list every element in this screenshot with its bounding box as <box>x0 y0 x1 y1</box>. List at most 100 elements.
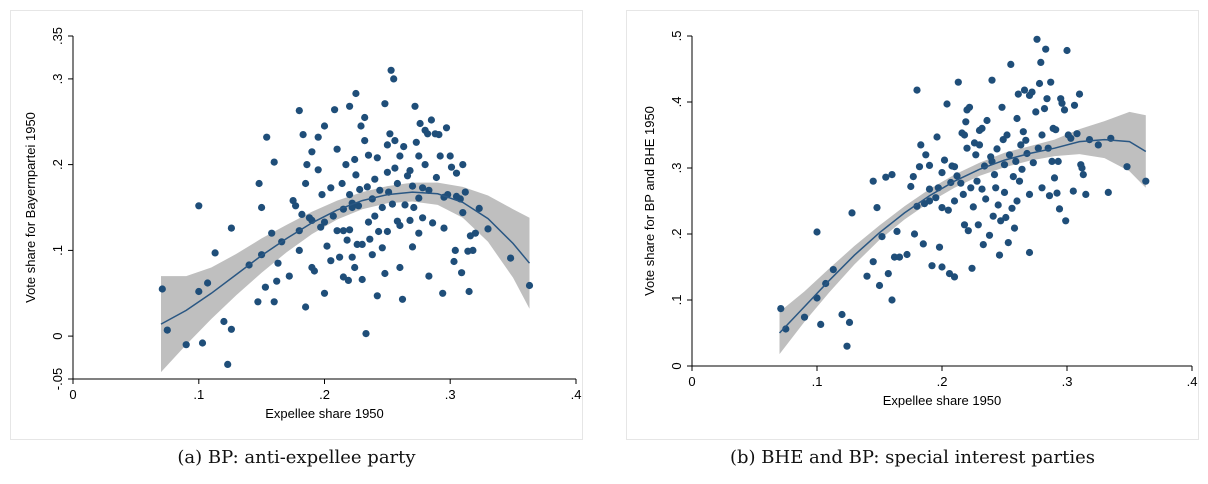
bp-data-point <box>270 158 278 166</box>
bhe-bp-data-point <box>944 206 952 214</box>
bp-data-point <box>442 124 451 132</box>
bp-data-point <box>352 171 360 179</box>
bp-data-point <box>435 131 443 139</box>
bhe-bp-data-point <box>1018 165 1026 173</box>
bhe-bp-data-point <box>1050 174 1059 182</box>
bp-data-point <box>471 229 479 237</box>
bp-data-point <box>425 272 433 280</box>
bhe-bp-data-point <box>907 182 915 191</box>
bhe-bp-data-point <box>975 141 984 149</box>
bhe-bp-confidence-band <box>779 111 1146 355</box>
bp-data-point <box>408 243 417 251</box>
bp-data-point <box>346 102 354 110</box>
bp-data-point <box>303 161 311 169</box>
bp-x-tick-label: 0 <box>69 387 76 402</box>
bp-data-point <box>254 298 262 306</box>
bp-data-point <box>373 154 381 162</box>
bhe-bp-data-point <box>932 194 940 202</box>
bhe-bp-x-axis-label: Expellee share 1950 <box>883 393 1002 408</box>
bp-data-point <box>436 152 444 160</box>
bp-data-point <box>323 242 331 250</box>
bhe-bp-data-point <box>1142 177 1150 185</box>
bhe-bp-data-point <box>995 251 1004 259</box>
bhe-bp-data-point <box>1079 171 1087 179</box>
bhe-bp-data-point <box>813 228 821 236</box>
bhe-bp-data-point <box>1085 136 1094 144</box>
bp-data-point <box>220 317 228 326</box>
bp-data-point <box>270 298 278 306</box>
bp-data-point <box>227 224 235 232</box>
bp-data-point <box>406 167 414 175</box>
bp-data-point <box>285 272 293 280</box>
bhe-bp-data-point <box>1029 159 1037 167</box>
bhe-bp-data-point <box>989 212 997 220</box>
bp-data-point <box>416 119 424 128</box>
bp-data-point <box>452 169 461 177</box>
bp-data-point <box>484 225 492 233</box>
bp-data-point <box>314 133 322 141</box>
bp-data-point <box>255 179 263 188</box>
bhe-bp-data-point <box>925 197 934 205</box>
bp-data-point <box>421 161 429 169</box>
bp-data-point <box>336 253 344 261</box>
bp-data-point <box>327 184 335 192</box>
bp-data-point <box>351 155 359 164</box>
bp-data-point <box>427 116 435 124</box>
bhe-bp-data-point <box>990 171 999 179</box>
bp-data-point <box>268 229 276 237</box>
bhe-bp-y-axis-label: Vote share for BP and BHE 1950 <box>642 106 657 296</box>
bp-data-point <box>378 203 386 212</box>
bp-data-point <box>344 276 352 284</box>
bhe-bp-data-point <box>1047 78 1055 86</box>
bp-data-point <box>439 289 447 297</box>
bp-data-point <box>383 227 391 236</box>
bhe-bp-data-point <box>913 86 921 94</box>
bhe-bp-data-point <box>890 253 899 261</box>
bhe-bp-data-point <box>972 151 980 159</box>
bp-data-point <box>373 292 381 300</box>
bp-data-point <box>320 289 329 297</box>
bhe-bp-data-point <box>1012 157 1020 165</box>
bhe-bp-data-point <box>1082 190 1090 198</box>
bp-data-point <box>363 183 371 191</box>
bhe-bp-data-point <box>950 273 959 281</box>
bp-data-point <box>314 166 322 174</box>
bp-data-point <box>410 203 418 212</box>
bp-data-point <box>320 218 329 226</box>
bp-data-point <box>258 203 266 212</box>
bp-data-point <box>346 226 354 234</box>
bp-data-point <box>376 186 384 194</box>
bp-data-point <box>419 214 427 222</box>
bhe-bp-y-tick-label: 0 <box>669 362 684 369</box>
bp-x-tick-label: .1 <box>193 387 204 402</box>
bp-data-point <box>400 143 408 151</box>
bhe-bp-data-point <box>935 243 944 251</box>
bp-data-point <box>386 130 394 138</box>
bhe-bp-data-point <box>1069 187 1077 195</box>
bhe-bp-data-point <box>1033 35 1041 43</box>
bhe-bp-data-point <box>909 173 917 181</box>
bp-data-point <box>408 182 417 190</box>
bp-data-point <box>378 244 386 252</box>
bp-data-point <box>273 277 281 285</box>
bp-data-point <box>388 200 396 208</box>
bp-data-point <box>198 339 207 347</box>
bhe-bp-data-point <box>1013 114 1021 123</box>
bp-data-point <box>383 168 391 176</box>
bp-data-point <box>525 281 534 290</box>
bhe-bp-data-point <box>968 264 976 272</box>
bp-data-point <box>333 227 341 235</box>
bhe-bp-x-tick-label: .1 <box>812 374 823 389</box>
bhe-bp-data-point <box>998 103 1006 111</box>
bhe-bp-data-point <box>913 202 921 210</box>
bhe-bp-data-point <box>1048 157 1056 165</box>
bhe-bp-data-point <box>1042 45 1050 53</box>
bhe-bp-data-point <box>950 197 959 205</box>
chart-panel-bp: 0 .1 .2 .3 .4 -.05 0 .1 .2 .3 .35 Expellee share 19… <box>10 10 583 440</box>
bp-data-point <box>465 287 473 296</box>
bp-data-point <box>383 141 391 149</box>
bhe-bp-data-point <box>903 250 911 259</box>
bhe-bp-data-point <box>873 204 881 212</box>
bhe-bp-data-point <box>928 262 936 270</box>
bhe-bp-data-point <box>963 144 971 152</box>
